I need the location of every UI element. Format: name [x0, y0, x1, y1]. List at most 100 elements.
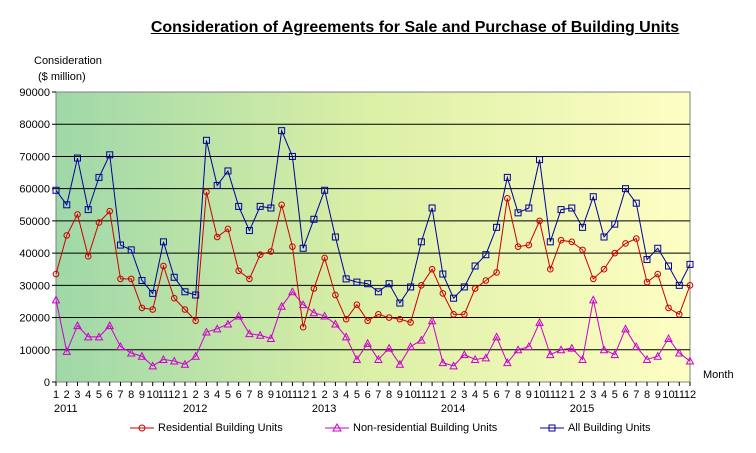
data-point: [160, 262, 167, 270]
x-tick-label: 7: [246, 389, 252, 401]
x-tick-label: 9: [397, 389, 403, 401]
x-tick-label: 3: [461, 389, 467, 401]
legend-item-all: All Building Units: [540, 422, 651, 434]
data-point: [223, 319, 233, 328]
data-point: [385, 314, 393, 321]
data-point: [191, 351, 201, 360]
data-point: [105, 321, 115, 330]
data-point: [169, 356, 179, 365]
data-point: [149, 306, 157, 313]
data-point: [502, 358, 512, 367]
data-point: [116, 241, 124, 249]
x-tick-label: 9: [139, 389, 145, 401]
data-point: [126, 348, 136, 357]
legend-label-all: All Building Units: [568, 422, 651, 434]
data-point: [213, 181, 221, 189]
data-point: [686, 260, 694, 268]
legend-item-non-residential: Non-residential Building Units: [325, 422, 497, 434]
data-point: [589, 275, 597, 283]
data-point: [427, 316, 437, 325]
x-tick-label: 6: [365, 389, 371, 401]
x-tick-label: 5: [483, 389, 489, 401]
data-point: [288, 287, 297, 296]
data-point: [513, 345, 523, 354]
legend-marker-residential: [130, 424, 154, 432]
data-point: [52, 270, 60, 278]
data-point: [418, 282, 425, 289]
x-tick-label: 2: [322, 389, 328, 401]
data-point: [385, 280, 393, 288]
data-point: [84, 206, 92, 214]
data-point: [611, 220, 619, 228]
x-tick-label: 1: [311, 389, 317, 401]
year-label: 2015: [570, 403, 594, 415]
data-point: [116, 342, 125, 351]
data-point: [631, 342, 641, 351]
data-point: [589, 193, 597, 201]
data-point: [278, 201, 285, 209]
data-point: [256, 202, 264, 210]
data-point: [52, 186, 60, 194]
y-tick-label: 20000: [19, 313, 50, 325]
data-point: [137, 351, 147, 360]
data-point: [567, 343, 577, 352]
y-tick-label: 90000: [19, 87, 50, 99]
x-tick-label: 6: [622, 389, 628, 401]
data-point: [557, 236, 565, 244]
data-point: [665, 304, 672, 312]
data-point: [643, 278, 651, 286]
data-point: [504, 195, 511, 202]
x-tick-label: 2: [451, 389, 457, 401]
data-point: [525, 204, 533, 212]
x-tick-label: 10: [662, 389, 674, 401]
data-point: [665, 262, 673, 270]
data-point: [310, 285, 318, 292]
x-tick-label: 11: [158, 389, 169, 401]
x-tick-label: 9: [526, 389, 532, 401]
data-point: [310, 215, 318, 223]
data-point: [298, 300, 308, 309]
year-label: 2014: [441, 403, 465, 415]
data-point: [202, 327, 211, 336]
data-point: [309, 308, 319, 317]
data-point: [127, 275, 135, 283]
data-point: [654, 270, 662, 278]
data-point: [84, 253, 92, 260]
data-point: [235, 202, 243, 210]
data-point: [331, 233, 339, 241]
x-tick-label: 8: [257, 389, 263, 401]
data-point: [299, 244, 307, 252]
data-point: [621, 324, 630, 333]
x-tick-label: 8: [644, 389, 650, 401]
data-point: [470, 354, 480, 363]
data-point: [579, 223, 587, 231]
year-label: 2011: [54, 403, 78, 415]
data-point: [622, 185, 630, 193]
data-point: [63, 232, 71, 239]
data-point: [450, 294, 458, 302]
x-tick-label: 4: [214, 389, 220, 401]
x-tick-label: 7: [375, 389, 381, 401]
x-tick-label: 7: [504, 389, 510, 401]
x-tick-label: 2: [64, 389, 70, 401]
series-line-1: [55, 290, 691, 367]
data-point: [428, 265, 436, 273]
data-point: [493, 223, 501, 231]
data-point: [439, 270, 447, 278]
data-point: [181, 288, 189, 296]
y-tick-label: 10000: [19, 345, 50, 357]
data-point: [321, 254, 328, 262]
data-point: [395, 359, 405, 368]
data-point: [675, 281, 683, 289]
data-point: [396, 299, 404, 307]
legend-label-residential: Residential Building Units: [158, 422, 283, 434]
x-tick-label: 8: [515, 389, 521, 401]
data-point: [277, 301, 286, 310]
data-point: [288, 152, 296, 160]
plot-area: [55, 91, 691, 383]
x-tick-label: 5: [225, 389, 231, 401]
y-axis-label-line2: ($ million): [38, 71, 86, 83]
data-point: [83, 332, 93, 341]
data-point: [599, 345, 609, 354]
